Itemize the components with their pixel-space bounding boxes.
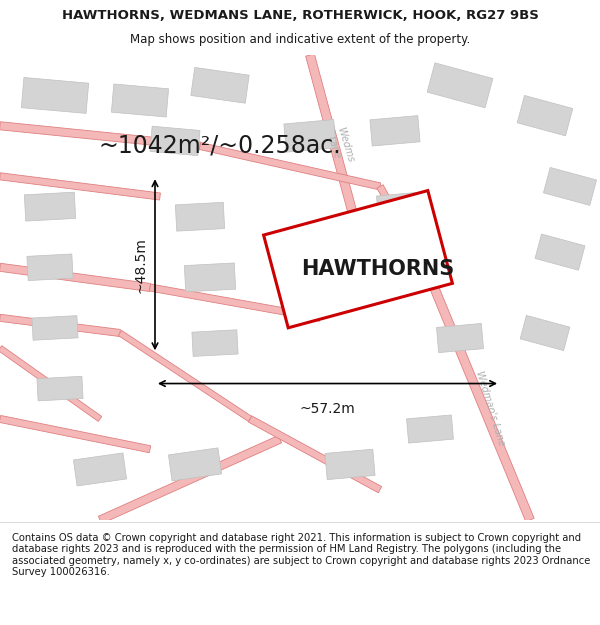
Polygon shape: [377, 185, 433, 279]
Polygon shape: [520, 316, 570, 351]
Polygon shape: [150, 126, 200, 156]
Polygon shape: [184, 263, 236, 292]
Text: ~48.5m: ~48.5m: [133, 237, 147, 292]
Polygon shape: [0, 346, 102, 421]
Text: Map shows position and indicative extent of the property.: Map shows position and indicative extent…: [130, 33, 470, 46]
Polygon shape: [169, 448, 221, 481]
Polygon shape: [427, 63, 493, 108]
Polygon shape: [263, 191, 452, 328]
Polygon shape: [98, 436, 281, 524]
Polygon shape: [118, 331, 251, 421]
Polygon shape: [284, 119, 336, 152]
Polygon shape: [436, 324, 484, 352]
Polygon shape: [407, 415, 454, 443]
Polygon shape: [175, 202, 224, 231]
Polygon shape: [0, 173, 160, 200]
Polygon shape: [0, 122, 200, 150]
Polygon shape: [544, 168, 596, 206]
Text: Contains OS data © Crown copyright and database right 2021. This information is : Contains OS data © Crown copyright and d…: [12, 532, 590, 578]
Polygon shape: [248, 416, 382, 492]
Polygon shape: [0, 314, 121, 336]
Text: HAWTHORNS, WEDMANS LANE, ROTHERWICK, HOOK, RG27 9BS: HAWTHORNS, WEDMANS LANE, ROTHERWICK, HOO…: [62, 9, 538, 22]
Polygon shape: [325, 449, 375, 479]
Polygon shape: [192, 330, 238, 356]
Polygon shape: [0, 263, 151, 291]
Text: HAWTHORNS: HAWTHORNS: [301, 259, 455, 279]
Polygon shape: [426, 276, 534, 522]
Polygon shape: [191, 68, 249, 103]
Polygon shape: [37, 376, 83, 401]
Polygon shape: [305, 54, 374, 279]
Polygon shape: [73, 453, 127, 486]
Polygon shape: [517, 96, 573, 136]
Polygon shape: [27, 254, 73, 281]
Polygon shape: [22, 78, 89, 113]
Polygon shape: [535, 234, 585, 270]
Polygon shape: [112, 84, 169, 117]
Text: Wedman's Lane: Wedman's Lane: [474, 370, 506, 448]
Polygon shape: [32, 316, 78, 340]
Text: ~1042m²/~0.258ac.: ~1042m²/~0.258ac.: [98, 134, 341, 158]
Polygon shape: [149, 284, 320, 321]
Polygon shape: [0, 416, 151, 452]
Text: ~57.2m: ~57.2m: [299, 402, 355, 416]
Polygon shape: [376, 192, 424, 221]
Polygon shape: [199, 142, 381, 190]
Polygon shape: [25, 192, 76, 221]
Polygon shape: [370, 116, 420, 146]
Text: Wedms
Lane: Wedms Lane: [325, 126, 356, 167]
